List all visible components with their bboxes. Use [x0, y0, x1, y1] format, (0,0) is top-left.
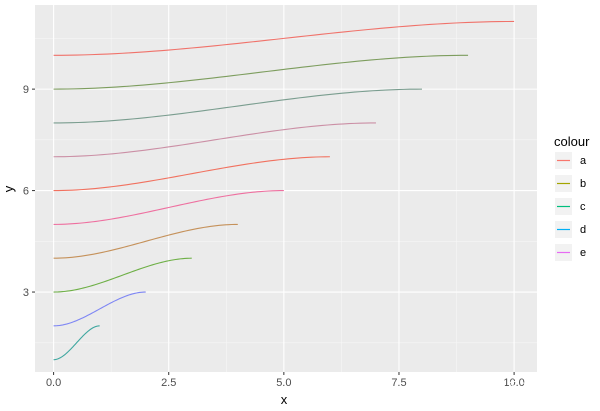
x-tick-label: 2.5: [161, 377, 176, 389]
y-tick-label: 9: [23, 84, 29, 96]
y-tick-label: 3: [23, 287, 29, 299]
y-tick-label: 6: [23, 186, 29, 198]
x-tick-label: 5.0: [276, 377, 291, 389]
legend-title: colour: [554, 134, 590, 149]
legend-label: b: [580, 178, 586, 190]
series-line-6: [53, 156, 330, 192]
legend-label: d: [580, 224, 586, 236]
x-axis: 0.0 2.5 5.0 7.5 10.0: [46, 372, 525, 389]
y-axis: 3 6 9: [23, 84, 35, 299]
x-axis-title: x: [281, 392, 288, 407]
series-line-1: [53, 325, 100, 361]
legend-label: c: [580, 201, 586, 213]
watermark-text: 知乎 @名本无名: [457, 379, 566, 396]
x-tick-label: 0.0: [46, 377, 61, 389]
major-gridlines: [35, 5, 537, 372]
series-line-9: [53, 54, 469, 90]
series-line-7: [53, 122, 376, 158]
plot-panel: [35, 5, 537, 372]
legend-label: e: [580, 247, 586, 259]
series-layer: [53, 20, 515, 361]
y-axis-title: y: [1, 185, 16, 192]
x-tick-label: 10.0: [503, 377, 524, 389]
series-line-2: [53, 291, 146, 327]
series-line-5: [53, 190, 284, 225]
legend-label: a: [580, 155, 587, 167]
minor-gridlines: [35, 5, 537, 372]
x-tick-label: 7.5: [391, 377, 406, 389]
series-line-8: [53, 88, 423, 124]
series-line-4: [53, 223, 238, 259]
series-line-3: [53, 257, 192, 293]
series-line-10: [53, 20, 515, 56]
